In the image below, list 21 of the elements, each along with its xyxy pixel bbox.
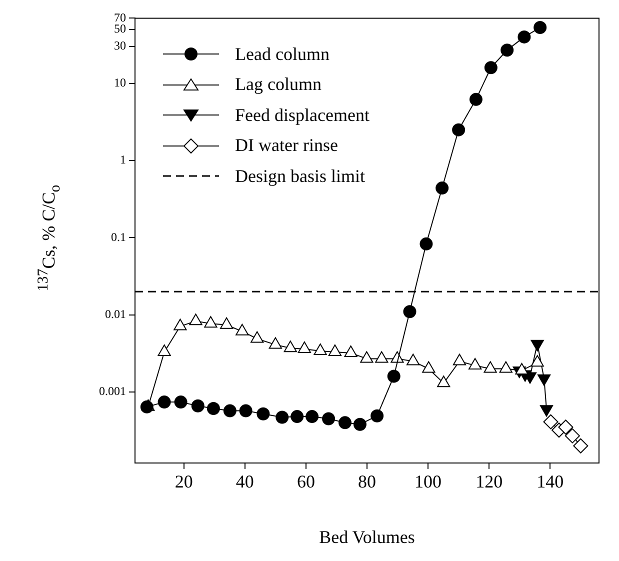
y-tick-label: 1 (120, 152, 126, 167)
x-axis-title: Bed Volumes (319, 526, 415, 547)
y-tick-label: 0.001 (99, 384, 126, 398)
y-tick-label: 30 (114, 38, 126, 53)
legend-label: Lead column (235, 44, 330, 65)
x-tick-label: 40 (236, 472, 254, 492)
y-tick-label: 50 (114, 22, 126, 36)
legend-label: Lag column (235, 74, 322, 96)
x-tick-label: 60 (296, 472, 315, 492)
x-tick-label: 20 (174, 472, 193, 492)
x-tick-label: 120 (476, 472, 503, 492)
legend-label: Feed displacement (235, 104, 370, 126)
y-tick-label: 70 (114, 10, 126, 24)
y-tick-label: 0.1 (111, 230, 126, 244)
y-tick-label: 0.01 (105, 306, 126, 321)
x-tick-label: 80 (358, 472, 376, 492)
x-tick-label: 140 (536, 472, 564, 492)
legend-label: Design basis limit (235, 166, 365, 187)
x-tick-label: 100 (414, 472, 442, 492)
y-tick-label: 10 (114, 76, 126, 90)
legend-label: DI water rinse (235, 135, 338, 156)
